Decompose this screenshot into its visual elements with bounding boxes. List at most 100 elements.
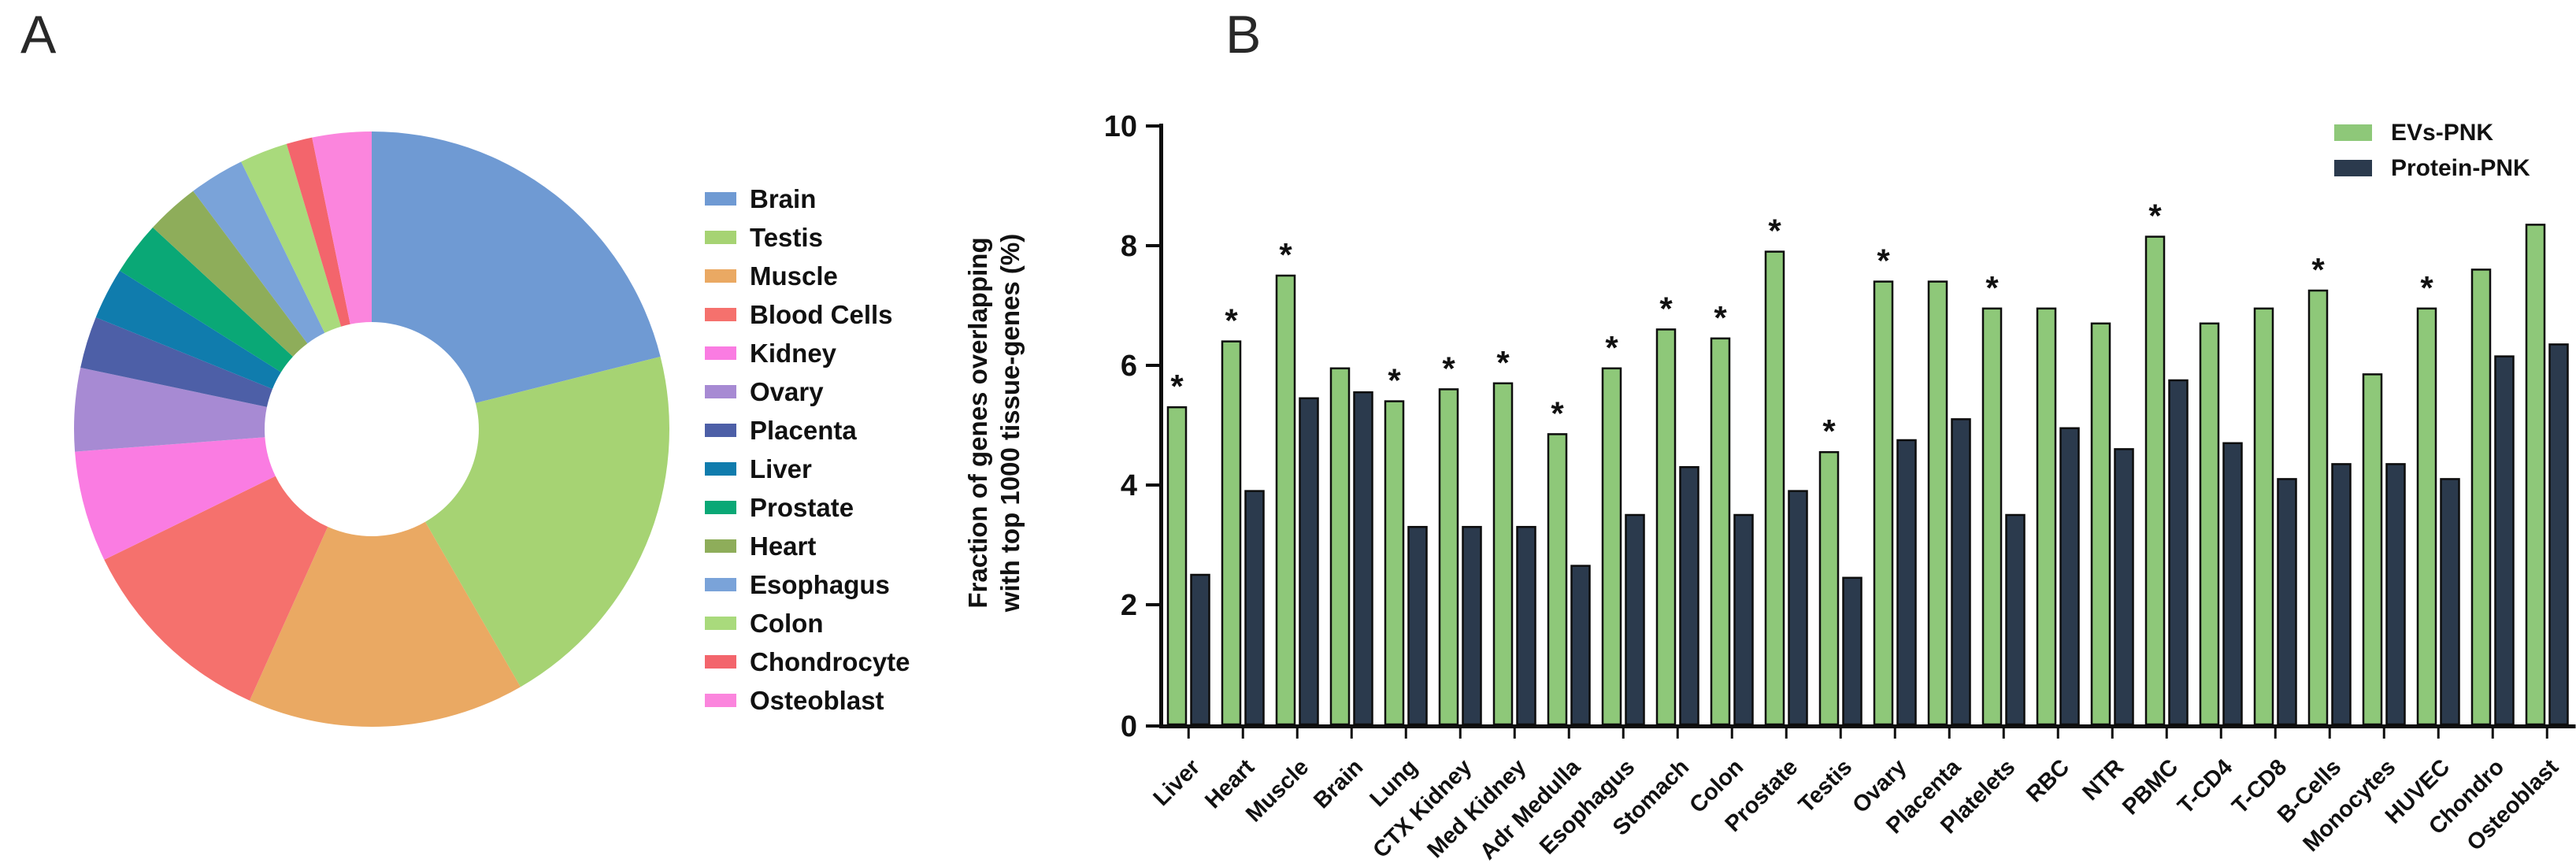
x-tick-label-liver: Liver [1149, 754, 1206, 811]
y-tick-8 [1146, 244, 1159, 247]
significance-star-pbmc: * [2148, 198, 2162, 235]
bar-group-placenta: Placenta [1881, 280, 1971, 839]
y-tick-label-4: 4 [1121, 469, 1137, 502]
bar-group-platelets: *Platelets [1936, 269, 2026, 839]
panel-b-label: B [1225, 5, 1262, 65]
legend-swatch-muscle [705, 269, 736, 283]
bar-group-liver: * Liver [1149, 368, 1210, 811]
x-tick-chondro [2491, 728, 2494, 739]
bar-protein-pnk-ovary [1896, 439, 1917, 726]
bar-evs-pnk-placenta [1927, 280, 1948, 726]
legend-swatch-prostate [705, 501, 736, 514]
legend-label-kidney: Kidney [750, 338, 837, 368]
legend-item-protein-pnk: Protein-PNK [2334, 150, 2530, 186]
significance-star-prostate: * [1768, 213, 1781, 250]
legend-swatch-kidney [705, 346, 736, 360]
x-tick-b-cells [2328, 728, 2331, 739]
x-tick-label-t-cd4: T-CD4 [2173, 754, 2237, 819]
x-tick-huvec [2437, 728, 2440, 739]
donut-slice-esophagus [193, 161, 325, 344]
y-tick-10 [1146, 124, 1159, 128]
bar-protein-pnk-prostate [1788, 490, 1808, 726]
legend-item-ovary: Ovary [705, 372, 910, 411]
legend-label-liver: Liver [750, 454, 812, 483]
legend-label-blood-cells: Blood Cells [750, 299, 893, 329]
x-tick-adr-medulla [1567, 728, 1570, 739]
legend-item-kidney: Kidney [705, 334, 910, 372]
legend-label-protein-pnk: Protein-PNK [2391, 154, 2530, 181]
bar-evs-pnk-heart [1221, 340, 1242, 726]
legend-label-colon: Colon [750, 608, 824, 638]
significance-star-esophagus: * [1605, 329, 1618, 366]
legend-item-evs-pnk: EVs-PNK [2334, 115, 2530, 150]
legend-swatch-evs-pnk [2334, 124, 2372, 141]
legend-swatch-brain [705, 192, 736, 206]
legend-label-osteoblast: Osteoblast [750, 685, 884, 715]
bar-protein-pnk-esophagus [1625, 513, 1645, 726]
legend-label-ovary: Ovary [750, 376, 824, 406]
bar-protein-pnk-ctx-kidney [1462, 525, 1482, 726]
bar-protein-pnk-monocytes [2385, 463, 2406, 726]
significance-star-med-kidney: * [1496, 344, 1510, 381]
legend-swatch-esophagus [705, 578, 736, 591]
legend-swatch-osteoblast [705, 694, 736, 707]
bar-protein-pnk-b-cells [2331, 463, 2352, 726]
bar-protein-pnk-t-cd8 [2277, 478, 2297, 726]
bar-protein-pnk-heart [1244, 490, 1265, 726]
donut-slice-placenta [80, 317, 272, 407]
x-axis-spine [1159, 724, 2576, 728]
bar-group-ntr: NTR [2077, 322, 2134, 806]
legend-label-muscle: Muscle [750, 261, 838, 291]
significance-star-huvec: * [2420, 269, 2433, 306]
x-tick-esophagus [1622, 728, 1625, 739]
bar-evs-pnk-med-kidney [1492, 382, 1514, 726]
bar-protein-pnk-adr-medulla [1570, 565, 1591, 726]
significance-star-testis: * [1822, 413, 1836, 450]
bar-evs-pnk-pbmc [2144, 235, 2166, 726]
bar-chart-legend: EVs-PNK Protein-PNK [2334, 115, 2530, 186]
legend-item-osteoblast: Osteoblast [705, 681, 910, 720]
legend-item-colon: Colon [705, 604, 910, 643]
x-tick-ntr [2111, 728, 2114, 739]
x-tick-testis [1839, 728, 1842, 739]
x-tick-platelets [2002, 728, 2005, 739]
x-tick-liver [1187, 728, 1190, 739]
legend-swatch-testis [705, 231, 736, 244]
bar-group-rbc: RBC [2022, 307, 2080, 807]
legend-item-placenta: Placenta [705, 411, 910, 450]
x-tick-colon [1730, 728, 1733, 739]
bar-protein-pnk-muscle [1299, 397, 1319, 726]
significance-star-ctx-kidney: * [1442, 350, 1455, 387]
bar-protein-pnk-rbc [2059, 427, 2080, 726]
bar-evs-pnk-brain [1329, 367, 1351, 726]
y-tick-2 [1146, 603, 1159, 606]
legend-item-liver: Liver [705, 450, 910, 488]
bar-protein-pnk-ntr [2114, 448, 2134, 726]
x-tick-stomach [1676, 728, 1679, 739]
bar-protein-pnk-chondro [2494, 355, 2515, 726]
x-tick-osteoblast [2545, 728, 2548, 739]
donut-slice-kidney [75, 437, 276, 560]
donut-slice-prostate [120, 227, 293, 372]
donut-legend: Brain Testis Muscle Blood Cells Kidney Ovary P… [705, 180, 910, 720]
bar-evs-pnk-adr-medulla [1547, 433, 1568, 726]
bar-chart-y-axis-title: Fraction of genes overlapping with top 1… [962, 69, 1026, 777]
bar-evs-pnk-t-cd4 [2199, 322, 2220, 726]
legend-label-prostate: Prostate [750, 492, 854, 522]
legend-item-testis: Testis [705, 218, 910, 257]
x-tick-lung [1404, 728, 1407, 739]
x-tick-med-kidney [1513, 728, 1516, 739]
significance-star-b-cells: * [2311, 251, 2325, 288]
donut-slice-heart [152, 191, 308, 357]
bar-protein-pnk-liver [1190, 573, 1210, 726]
significance-star-muscle: * [1279, 236, 1292, 273]
x-tick-t-cd8 [2274, 728, 2277, 739]
bar-protein-pnk-pbmc [2168, 379, 2189, 726]
bar-protein-pnk-testis [1842, 576, 1863, 726]
bar-evs-pnk-ntr [2090, 322, 2111, 726]
bar-evs-pnk-b-cells [2307, 289, 2329, 726]
bar-protein-pnk-platelets [2005, 513, 2026, 726]
donut-slice-ovary [73, 367, 267, 452]
x-tick-label-rbc: RBC [2022, 754, 2074, 807]
